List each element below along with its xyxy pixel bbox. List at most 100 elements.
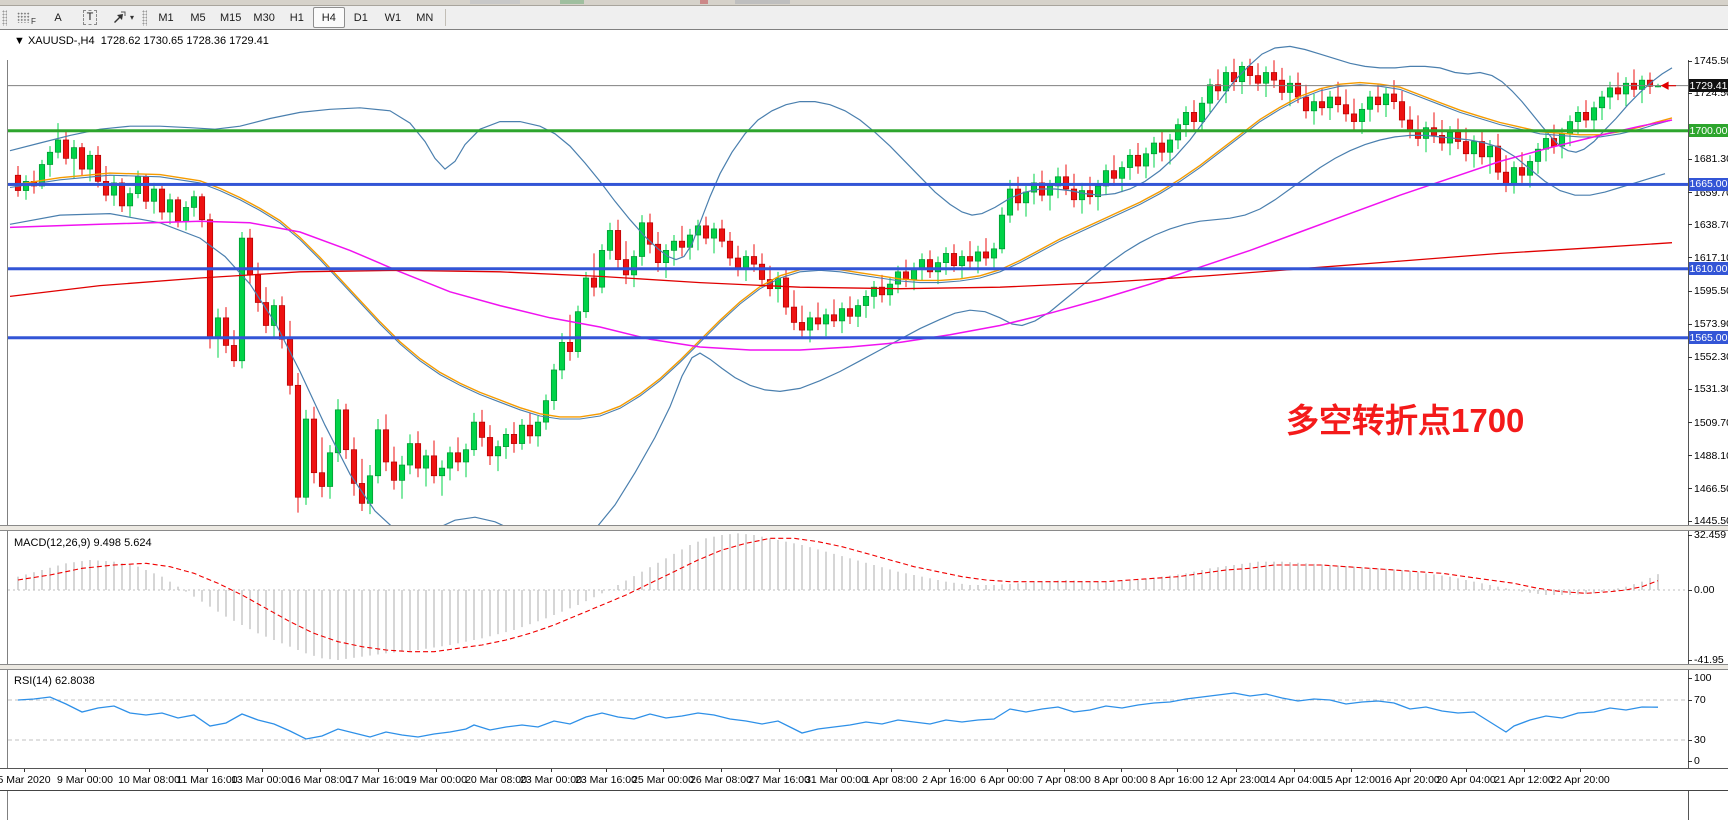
price-tick-label: 1531.30 (1694, 383, 1728, 396)
macd-tick-mark (1688, 534, 1692, 536)
price-tick-label: 1488.10 (1694, 449, 1728, 462)
price-badge: 1700.00 (1689, 124, 1728, 138)
text-label-button[interactable]: T (74, 7, 106, 28)
toolbar-grip[interactable] (142, 9, 148, 26)
candle-bull (1358, 108, 1366, 122)
candle-bull (806, 317, 814, 331)
pane-splitter[interactable] (0, 664, 1728, 670)
candle-bear (510, 434, 518, 444)
arrow-text-a-button[interactable]: A (42, 7, 74, 28)
rsi-pane[interactable] (8, 670, 1688, 768)
macd-signal-line (17, 537, 1659, 653)
candle-bear (726, 240, 734, 259)
candle-bear (174, 199, 182, 222)
horizontal-level-line[interactable] (8, 129, 1688, 133)
timeframe-button-mn[interactable]: MN (416, 11, 434, 24)
price-tick-mark (1688, 290, 1692, 292)
candle-bull (398, 464, 406, 481)
chart-dropdown-icon[interactable]: ▼ (14, 35, 25, 47)
candle-bull (302, 418, 310, 498)
price-chart-pane[interactable] (8, 30, 1688, 527)
macd-tick-label: 0.00 (1694, 584, 1715, 596)
candle-bull (958, 256, 966, 267)
horizontal-level-line[interactable] (8, 267, 1688, 271)
horizontal-level-line[interactable] (8, 336, 1688, 340)
candle-bull (38, 164, 46, 187)
time-axis-label: 15 Apr 12:00 (1321, 774, 1381, 786)
arrow-tools-button[interactable]: ▾ (106, 7, 140, 28)
time-axis-label: 10 Mar 08:00 (118, 774, 180, 786)
macd-tick-label: -41.95 (1694, 654, 1724, 666)
candle-bull (214, 317, 222, 339)
macd-tick-mark (1688, 659, 1692, 661)
candle-bear (1494, 145, 1502, 173)
candle-bear (102, 181, 110, 196)
price-tick-label: 1573.90 (1694, 318, 1728, 331)
candle-bear (222, 317, 230, 346)
candle-bear (1406, 119, 1414, 132)
expert-grid-button[interactable]: F (10, 7, 42, 28)
price-tick-label: 1617.10 (1694, 251, 1728, 264)
price-tick-mark (1688, 224, 1692, 226)
time-tick-mark (207, 769, 208, 772)
candle-bull (422, 455, 430, 469)
macd-axis[interactable] (1688, 531, 1728, 664)
candle-bull (942, 253, 950, 263)
macd-tick-mark (1688, 589, 1692, 591)
time-axis-label: 16 Mar 08:00 (289, 774, 351, 786)
timeframe-button-m15[interactable]: M15 (220, 11, 242, 24)
horizontal-level-line[interactable] (8, 182, 1688, 186)
candle-bear (158, 188, 166, 213)
timeframe-button-h4[interactable]: H4 (312, 7, 345, 28)
macd-label: MACD(12,26,9) 9.498 5.624 (14, 537, 152, 549)
candle-bull (934, 262, 942, 273)
timeframe-button-h1[interactable]: H1 (289, 11, 304, 24)
candle-bull (1182, 112, 1190, 125)
time-tick-mark (779, 769, 780, 772)
timeframe-button-w1[interactable]: W1 (384, 11, 402, 24)
macd-pane[interactable] (8, 531, 1688, 664)
candle-bull (710, 228, 718, 239)
timeframe-button-m5[interactable]: M5 (190, 11, 206, 24)
candle-bull (774, 277, 782, 290)
grid-pattern-icon (17, 12, 31, 23)
toolbar-grip[interactable] (2, 9, 7, 26)
candle-bull (1102, 170, 1110, 187)
timeframe-button-d1[interactable]: D1 (353, 11, 368, 24)
timeframe-button-m30[interactable]: M30 (253, 11, 275, 24)
cropped-button (700, 0, 708, 4)
time-tick-mark (891, 769, 892, 772)
time-axis-label: 23 Mar 00:00 (520, 774, 582, 786)
candle-bear (1230, 72, 1238, 83)
moving-average-orange (9, 81, 1673, 418)
candle-bear (414, 443, 422, 469)
candle-bear (790, 306, 798, 323)
arrow-tools-icon (114, 11, 126, 23)
candle-bear (1334, 96, 1342, 106)
time-tick-mark (836, 769, 837, 772)
candle-bull (1574, 112, 1582, 122)
candle-bear (358, 483, 366, 504)
price-badge: 1665.00 (1689, 177, 1728, 191)
candle-bear (118, 182, 126, 207)
candle-bull (998, 214, 1006, 250)
pane-splitter[interactable] (0, 525, 1728, 531)
candle-bull (1078, 190, 1086, 201)
price-tick-mark (1688, 60, 1692, 62)
candle-bull (670, 240, 678, 251)
candle-bull (1022, 191, 1030, 204)
candle-bear (382, 429, 390, 463)
candle-bull (1262, 72, 1270, 84)
time-axis-label: 2 Apr 16:00 (922, 774, 976, 786)
time-axis[interactable]: 5 Mar 2020 9 Mar 00:00 10 Mar 08:00 11 Mar … (0, 768, 1728, 791)
candle-bull (990, 248, 998, 259)
rsi-axis[interactable] (1688, 670, 1728, 768)
time-tick-mark (1236, 769, 1237, 772)
time-axis-label: 19 Mar 00:00 (405, 774, 467, 786)
rsi-name: RSI(14) (14, 675, 52, 687)
chart-annotation-text[interactable]: 多空转折点1700 (1286, 402, 1525, 439)
ohlc-values: 1728.62 1730.65 1728.36 1729.41 (100, 35, 269, 47)
time-tick-mark (1466, 769, 1467, 772)
candle-bull (1030, 182, 1038, 193)
timeframe-button-m1[interactable]: M1 (158, 11, 174, 24)
